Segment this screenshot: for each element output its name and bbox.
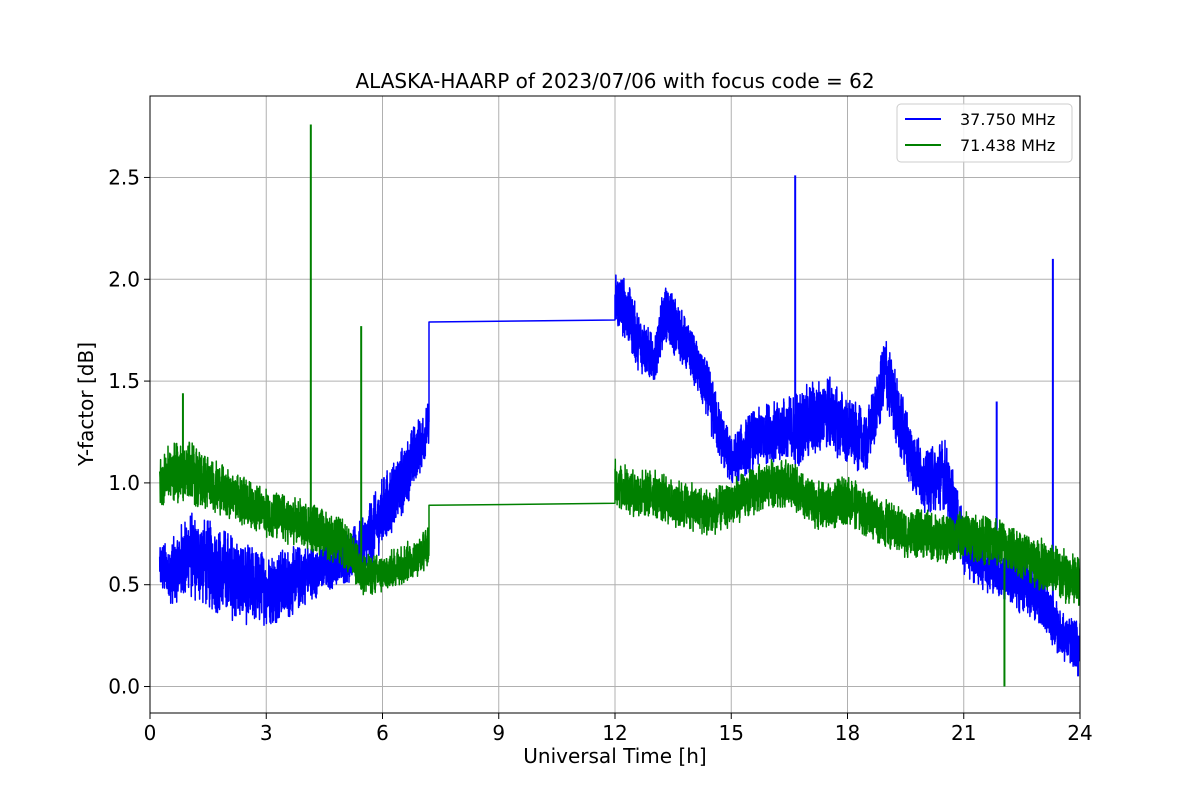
- x-tick-label: 0: [144, 721, 157, 745]
- x-axis: 0 3 6 9 12 15 18 21 24: [144, 713, 1093, 745]
- plot-area: [158, 124, 1080, 687]
- series-line-0: [158, 274, 1080, 667]
- x-tick-label: 21: [951, 721, 976, 745]
- x-tick-label: 18: [835, 721, 860, 745]
- legend-label-71438: 71.438 MHz: [960, 136, 1055, 155]
- y-axis: 0.0 0.5 1.0 1.5 2.0 2.5: [108, 165, 150, 699]
- y-axis-label: Y-factor [dB]: [74, 342, 98, 467]
- y-tick-label: 2.5: [108, 165, 140, 189]
- x-tick-label: 12: [602, 721, 627, 745]
- x-axis-label: Universal Time [h]: [523, 744, 706, 768]
- chart-title: ALASKA-HAARP of 2023/07/06 with focus co…: [355, 69, 874, 93]
- series-1: [158, 124, 1080, 687]
- y-tick-label: 1.5: [108, 369, 140, 393]
- y-tick-label: 1.0: [108, 471, 140, 495]
- y-tick-label: 0.5: [108, 573, 140, 597]
- series-0: [158, 175, 1080, 677]
- x-tick-label: 6: [376, 721, 389, 745]
- series-line-1: [158, 441, 1080, 606]
- y-tick-label: 2.0: [108, 267, 140, 291]
- x-tick-label: 24: [1067, 721, 1092, 745]
- x-tick-label: 3: [260, 721, 273, 745]
- legend: 37.750 MHz 71.438 MHz: [896, 103, 1073, 163]
- grid: [149, 96, 1081, 713]
- x-tick-label: 9: [492, 721, 505, 745]
- legend-label-37750: 37.750 MHz: [960, 110, 1055, 129]
- y-tick-label: 0.0: [108, 675, 140, 699]
- x-tick-label: 15: [719, 721, 744, 745]
